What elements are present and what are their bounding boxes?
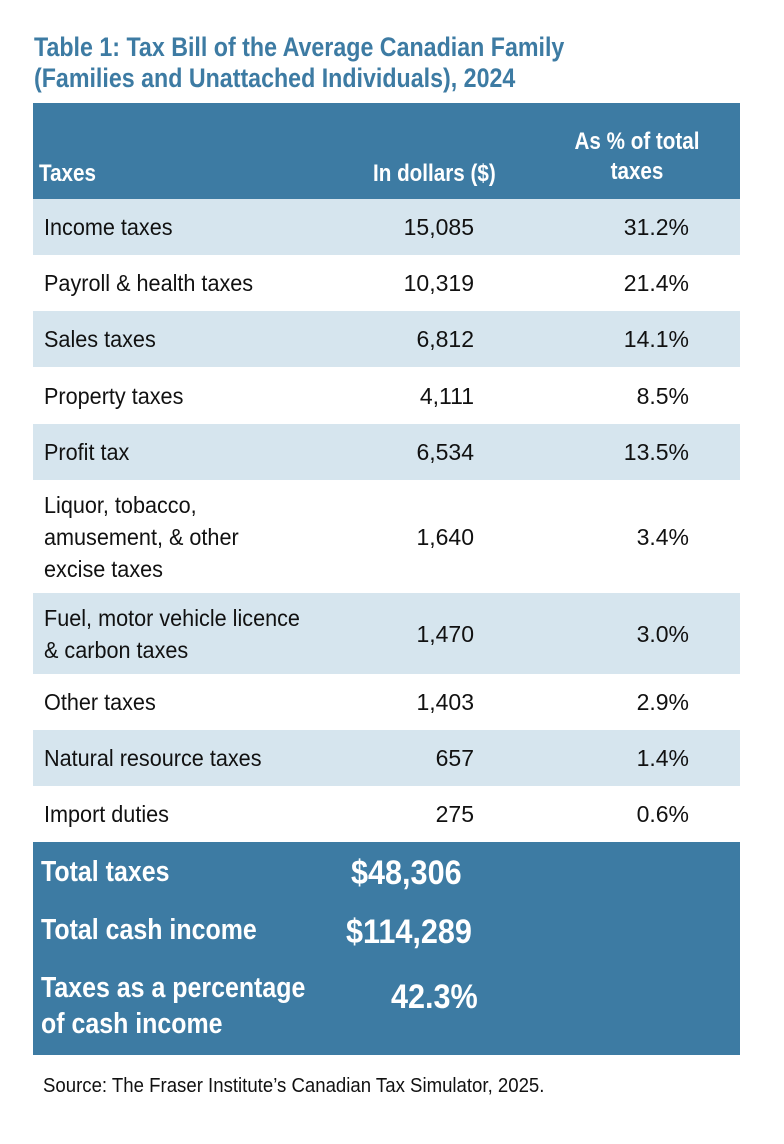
row-percent: 2.9% — [636, 689, 689, 715]
row-dollars: 275 — [435, 801, 474, 827]
row-label-line: amusement, & other — [44, 523, 239, 550]
table-row: Other taxes 1,403 2.9% — [33, 674, 740, 730]
row-dollars: 10,319 — [403, 270, 474, 296]
row-percent: 0.6% — [636, 801, 689, 827]
row-percent: 1.4% — [636, 745, 689, 771]
table-title-line1: Table 1: Tax Bill of the Average Canadia… — [34, 32, 565, 62]
table-row: Sales taxes 6,812 14.1% — [33, 311, 740, 367]
row-dollars: 4,111 — [419, 382, 474, 409]
table-row: Property taxes 4,111 8.5% — [33, 367, 740, 424]
table-row: Import duties 275 0.6% — [33, 786, 740, 842]
row-label: Income taxes — [44, 211, 326, 243]
table-row: Liquor, tobacco, amusement, & other excise… — [33, 480, 740, 593]
total-taxes-row: Total taxes $48,306 — [33, 842, 740, 904]
row-percent: 13.5% — [623, 439, 689, 465]
row-label-line: excise taxes — [44, 555, 163, 582]
row-label: Sales taxes — [44, 323, 326, 355]
table-row: Natural resource taxes 657 1.4% — [33, 730, 740, 786]
table-row: Income taxes 15,085 31.2% — [33, 199, 740, 255]
row-label-line: Import duties — [44, 801, 169, 827]
row-dollars: 1,403 — [416, 689, 474, 715]
header-dollars: In dollars ($) — [373, 160, 496, 187]
total-income-value: $114,289 — [346, 913, 472, 951]
table-title-line2: (Families and Unattached Individuals), 2… — [34, 63, 516, 93]
source-note: Source: The Fraser Institute’s Canadian … — [43, 1075, 545, 1097]
row-percent: 3.4% — [636, 523, 689, 550]
header-percent-line2: taxes — [610, 158, 664, 185]
tax-percentage-label: Taxes as a percentage of cash income — [41, 970, 305, 1042]
header-percent-line1: As % of total — [574, 128, 700, 155]
row-label-line: Profit tax — [44, 439, 130, 465]
row-percent: 3.0% — [636, 620, 689, 647]
row-label: Import duties — [44, 798, 326, 830]
table-header: Taxes In dollars ($) As % of total taxes — [33, 103, 740, 199]
total-taxes-value: $48,306 — [351, 854, 462, 892]
row-percent: 21.4% — [623, 270, 689, 296]
row-label-line: Property taxes — [44, 382, 184, 409]
row-label-line: Other taxes — [44, 689, 156, 715]
row-dollars: 6,812 — [416, 326, 474, 352]
row-dollars: 1,470 — [416, 620, 474, 647]
table-body: Income taxes 15,085 31.2% Payroll & health … — [33, 199, 740, 842]
table-row: Profit tax 6,534 13.5% — [33, 424, 740, 480]
row-label-line: Liquor, tobacco, — [44, 491, 197, 518]
header-percent: As % of total taxes — [551, 127, 723, 187]
total-taxes-label: Total taxes — [41, 856, 170, 888]
row-label-line: & carbon taxes — [44, 636, 189, 663]
row-label: Profit tax — [44, 436, 326, 468]
row-label-line: Payroll & health taxes — [44, 270, 254, 296]
row-label: Fuel, motor vehicle licence & carbon taxe… — [44, 602, 326, 666]
row-label-line: Natural resource taxes — [44, 745, 262, 771]
row-dollars: 15,085 — [403, 214, 474, 240]
tax-percentage-label-line2: of cash income — [41, 1008, 223, 1040]
table-row: Payroll & health taxes 10,319 21.4% — [33, 255, 740, 311]
total-income-row: Total cash income $114,289 — [33, 904, 740, 960]
tax-table: Taxes In dollars ($) As % of total taxes… — [33, 103, 740, 1055]
row-label: Liquor, tobacco, amusement, & other excise… — [44, 489, 326, 585]
tax-percentage-label-line1: Taxes as a percentage — [41, 972, 306, 1004]
table-row: Fuel, motor vehicle licence & carbon taxe… — [33, 593, 740, 674]
total-income-label: Total cash income — [41, 914, 257, 946]
table-title: Table 1: Tax Bill of the Average Canadia… — [34, 32, 653, 94]
header-taxes: Taxes — [39, 160, 97, 187]
totals-block: Total taxes $48,306 Total cash income $1… — [33, 842, 740, 1055]
row-percent: 8.5% — [636, 382, 689, 409]
row-dollars: 657 — [435, 745, 474, 771]
row-label: Other taxes — [44, 686, 326, 718]
tax-percentage-row: Taxes as a percentage of cash income 42.… — [33, 960, 740, 1055]
row-label: Payroll & health taxes — [44, 267, 326, 299]
row-dollars: 1,640 — [416, 523, 474, 550]
row-label-line: Income taxes — [44, 214, 173, 240]
row-dollars: 6,534 — [416, 439, 474, 465]
row-percent: 14.1% — [623, 326, 689, 352]
tax-percentage-value: 42.3% — [391, 978, 478, 1016]
row-percent: 31.2% — [623, 214, 689, 240]
row-label: Natural resource taxes — [44, 742, 326, 774]
row-label-line: Sales taxes — [44, 326, 156, 352]
row-label-line: Fuel, motor vehicle licence — [44, 604, 300, 631]
row-label: Property taxes — [44, 380, 326, 412]
